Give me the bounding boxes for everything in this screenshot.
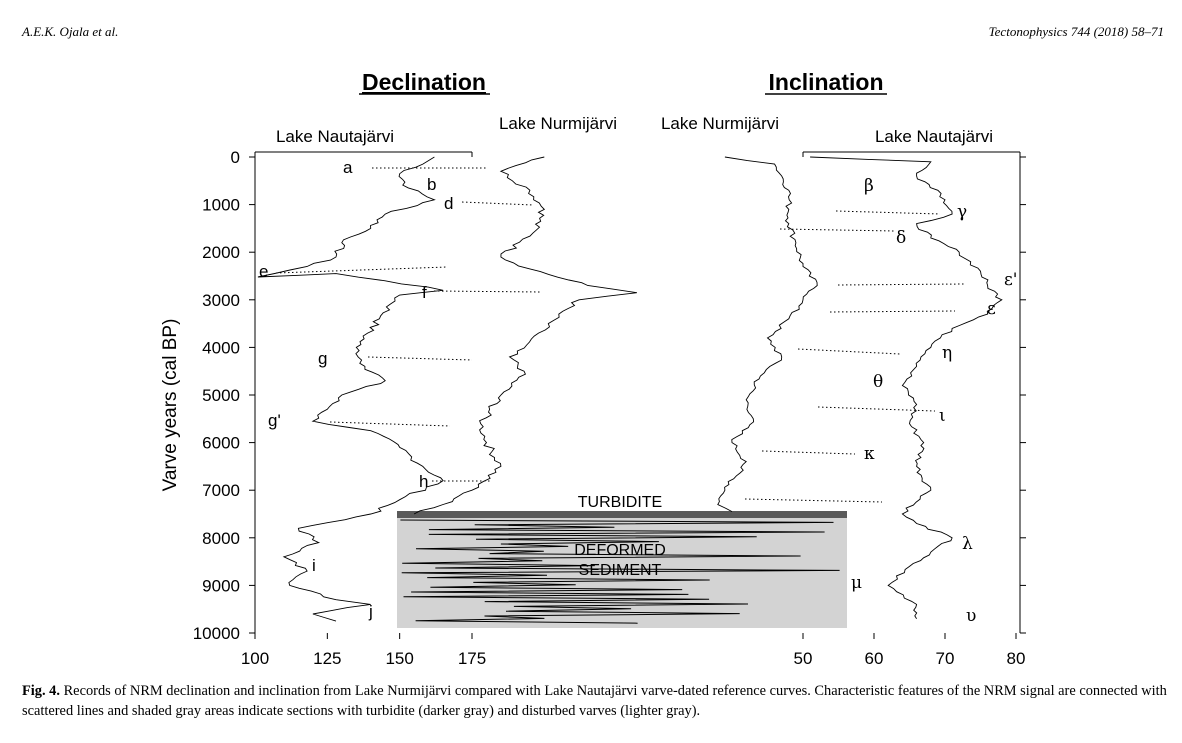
- y-tick-label: 3000: [202, 291, 240, 310]
- turbidite-label: TURBIDITE: [578, 494, 662, 511]
- feature-delta: δ: [896, 228, 906, 248]
- running-header-journal: Tectonophysics 744 (2018) 58–71: [988, 24, 1164, 39]
- feature-i: i: [312, 556, 316, 575]
- inc-x-tick-label: 60: [865, 649, 884, 668]
- feature-iota: ι: [939, 406, 946, 426]
- feature-theta: θ: [873, 372, 883, 392]
- connector-eta: [797, 348, 901, 355]
- connector-iota: [817, 406, 936, 412]
- y-tick-label: 10000: [193, 624, 240, 643]
- connector-g-prime: [329, 421, 451, 427]
- deformed-label-line1: DEFORMED: [574, 542, 666, 559]
- connector-turbidite: [744, 498, 883, 503]
- figure-number: Fig. 4.: [22, 683, 60, 699]
- connector-delta: [779, 228, 896, 232]
- feature-b: b: [427, 175, 436, 194]
- connector-g: [367, 356, 473, 361]
- feature-epsilon: ε: [987, 299, 996, 319]
- connector-d: [461, 201, 534, 206]
- inc-nurmijarvi-curve: [717, 156, 818, 512]
- y-tick-label: 6000: [202, 434, 240, 453]
- caption-text: Records of NRM declination and inclinati…: [22, 683, 1167, 719]
- data-curves: [257, 156, 1003, 624]
- feature-mu: μ: [851, 573, 862, 593]
- inc-x-tick-label: 50: [794, 649, 813, 668]
- feature-d: d: [444, 194, 453, 213]
- y-tick-label: 2000: [202, 243, 240, 262]
- deformed-sediment-trace: [400, 519, 840, 624]
- feature-beta: β: [864, 176, 874, 196]
- feature-kappa: κ: [864, 444, 875, 464]
- feature-lambda: λ: [962, 534, 973, 554]
- y-tick-label: 9000: [202, 576, 240, 595]
- feature-a: a: [343, 158, 353, 177]
- running-header-authors: A.E.K. Ojala et al.: [22, 24, 119, 39]
- figure-4: Declination Inclination Lake Nautajärvi …: [160, 69, 1026, 668]
- feature-g-prime: g': [268, 411, 281, 430]
- y-tick-label: 0: [231, 148, 240, 167]
- feature-e: e: [259, 262, 268, 281]
- turbidite-band: [397, 511, 847, 518]
- declination-feature-labels: a b d e f g g' h i j: [259, 158, 453, 621]
- inclination-title: Inclination: [769, 69, 884, 95]
- y-tick-label: 1000: [202, 196, 240, 215]
- y-tick-label: 7000: [202, 481, 240, 500]
- y-tick-label: 8000: [202, 529, 240, 548]
- inc-nurmijarvi-label: Lake Nurmijärvi: [661, 114, 779, 133]
- feature-epsilon-prime: ε': [1004, 270, 1017, 290]
- feature-j: j: [368, 602, 373, 621]
- y-axis-title: Varve years (cal BP): [160, 319, 181, 492]
- feature-gamma: γ: [957, 202, 967, 222]
- dec-nurmijarvi-label: Lake Nurmijärvi: [499, 114, 617, 133]
- inclination-feature-labels: β γ δ ε' ε η θ ι κ λ μ υ: [851, 176, 1017, 626]
- dec-nautajarvi-label: Lake Nautajärvi: [276, 127, 394, 146]
- feature-upsilon: υ: [966, 606, 976, 626]
- connector-gamma: [835, 210, 941, 215]
- y-tick-label: 5000: [202, 386, 240, 405]
- dec-x-tick-label: 125: [313, 649, 341, 668]
- dec-x-tick-label: 100: [241, 649, 269, 668]
- connector-e: [275, 266, 448, 274]
- inc-nautajarvi-label: Lake Nautajärvi: [875, 127, 993, 146]
- connector-f: [433, 290, 542, 293]
- inc-x-tick-label: 80: [1007, 649, 1026, 668]
- feature-connectors: [275, 167, 966, 503]
- figure-caption: Fig. 4. Records of NRM declination and i…: [22, 681, 1167, 721]
- feature-f: f: [422, 283, 427, 302]
- connector-epsilon: [829, 310, 956, 313]
- deformed-label-line2: SEDIMENT: [579, 562, 662, 579]
- dec-nurmijarvi-curve: [413, 156, 637, 515]
- inc-x-tick-label: 70: [936, 649, 955, 668]
- dec-x-tick-label: 150: [385, 649, 413, 668]
- feature-g: g: [318, 349, 327, 368]
- axes: 0 1000 2000 3000 4000 5000 6000 7000 8000 9000 100…: [193, 148, 1026, 668]
- feature-eta: η: [942, 343, 952, 363]
- inc-nautajarvi-curve: [810, 156, 1003, 619]
- declination-title: Declination: [362, 69, 486, 95]
- feature-h: h: [419, 472, 428, 491]
- y-tick-label: 4000: [202, 338, 240, 357]
- connector-kappa: [761, 450, 856, 455]
- dec-nautajarvi-curve: [257, 156, 444, 622]
- dec-x-tick-label: 175: [458, 649, 486, 668]
- connector-epsilon-prime: [837, 283, 966, 286]
